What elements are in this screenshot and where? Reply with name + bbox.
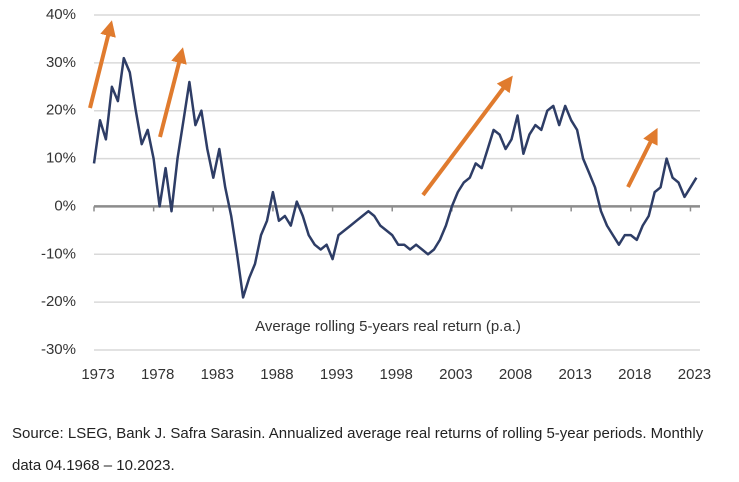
x-tick-label: 1993 [320, 366, 353, 383]
x-tick-label: 2018 [618, 366, 651, 383]
y-tick-label: 20% [46, 102, 76, 119]
data-line [92, 56, 698, 299]
arrow [421, 75, 513, 197]
arrow [158, 47, 187, 138]
x-tick-label: 2013 [558, 366, 591, 383]
y-tick-label: 0% [54, 197, 76, 214]
x-tick-label: 1988 [260, 366, 293, 383]
y-tick-label: 30% [46, 54, 76, 71]
grid [93, 14, 700, 351]
x-tick-label: 2023 [678, 366, 711, 383]
x-tick-label: 1998 [380, 366, 413, 383]
source-note: Source: LSEG, Bank J. Safra Sarasin. Ann… [12, 425, 704, 474]
x-tick-label: 1978 [141, 366, 174, 383]
y-tick-label: -20% [41, 293, 76, 310]
x-tick-label: 2003 [439, 366, 472, 383]
y-tick-label: 40% [46, 6, 76, 23]
annotation: Average rolling 5-years real return (p.a… [255, 318, 521, 335]
y-tick-label: 10% [46, 150, 76, 167]
y-tick-label: -10% [41, 245, 76, 262]
arrow [88, 20, 116, 109]
chart: Average rolling 5-years real return (p.a… [41, 6, 711, 383]
x-tick-label: 1973 [81, 366, 114, 383]
arrow [626, 127, 658, 188]
arrows [88, 20, 658, 197]
x-tick-label: 2008 [499, 366, 532, 383]
x-tick-label: 1983 [201, 366, 234, 383]
y-tick-label: -30% [41, 341, 76, 358]
